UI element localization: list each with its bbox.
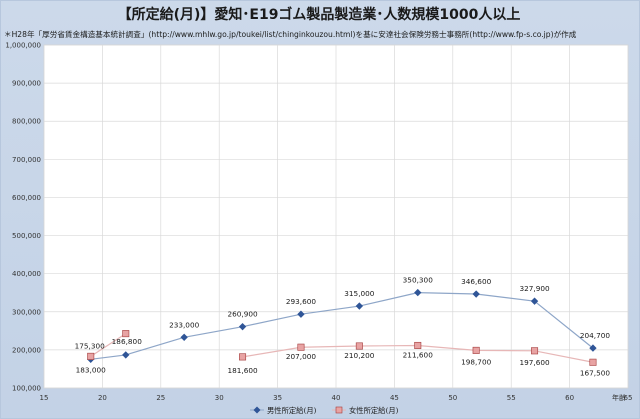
x-tick-label: 45	[390, 394, 399, 402]
y-tick-label: 900,000	[12, 80, 41, 88]
data-point-female	[355, 342, 363, 350]
y-tick-label: 600,000	[12, 194, 41, 202]
data-label-female: 183,000	[76, 365, 107, 374]
data-point-female	[472, 346, 480, 354]
x-tick-label: 35	[273, 394, 282, 402]
data-point-female	[239, 353, 247, 361]
data-label-female: 198,700	[461, 357, 492, 366]
chart-title: 【所定給(月)】愛知･E19ゴム製品製造業･人数規模1000人以上	[117, 7, 521, 23]
x-tick-label: 25	[156, 394, 165, 402]
data-label-male: 315,000	[344, 289, 375, 298]
legend: 男性所定給(月) 女性所定給(月)	[250, 406, 399, 415]
data-label-male: 186,800	[112, 337, 143, 346]
source-note: ＊H28年「厚労省賃金構造基本統計調査」(http://www.mhlw.go.…	[4, 30, 577, 39]
data-point-female	[531, 347, 539, 355]
y-axis-ticks: 100,000 200,000 300,000 400,000 500,000 600,0…	[5, 42, 41, 393]
x-tick-label: 20	[98, 394, 107, 402]
data-point-male	[589, 344, 597, 352]
data-label-male: 327,900	[519, 284, 550, 293]
data-point-male	[355, 302, 364, 310]
data-point-male	[297, 310, 305, 318]
y-tick-label: 500,000	[12, 232, 41, 240]
x-tick-label: 30	[215, 394, 224, 402]
legend-marker-female	[335, 406, 343, 414]
data-label-male: 346,600	[461, 277, 492, 286]
data-label-male: 350,300	[403, 276, 434, 285]
data-point-female	[589, 358, 597, 366]
data-label-female: 167,500	[580, 368, 611, 377]
data-point-male	[180, 333, 188, 341]
x-tick-label: 15	[40, 394, 49, 402]
data-point-female	[414, 341, 422, 349]
data-label-female: 197,600	[519, 358, 550, 367]
data-point-female	[87, 352, 95, 360]
data-point-male	[414, 288, 422, 297]
y-tick-label: 700,000	[12, 156, 41, 164]
data-label-female: 211,600	[403, 350, 434, 359]
series-line-female	[90, 333, 127, 357]
series-line-male	[90, 292, 594, 360]
y-tick-label: 1,000,000	[5, 42, 41, 50]
data-label-male: 293,600	[286, 297, 317, 306]
data-label-male: 175,300	[75, 341, 106, 350]
y-tick-label: 200,000	[12, 346, 41, 354]
data-point-male	[530, 297, 539, 305]
x-axis-ticks: 15 20 25 30 35 40 45 50 55 60 65	[40, 394, 633, 402]
data-point-male	[472, 290, 480, 298]
y-tick-label: 400,000	[12, 270, 41, 278]
data-point-male	[122, 351, 130, 359]
x-tick-label: 40	[332, 394, 341, 402]
series-points	[87, 288, 597, 366]
y-tick-label: 300,000	[12, 308, 41, 316]
x-axis-label: 年齢	[612, 393, 626, 402]
data-label-male: 233,000	[169, 320, 200, 329]
y-tick-label: 800,000	[12, 118, 41, 126]
data-label-male: 260,900	[227, 310, 258, 319]
x-tick-label: 65	[624, 394, 633, 402]
x-tick-label: 50	[448, 394, 457, 402]
data-label-female: 207,000	[286, 352, 317, 361]
data-label-female: 210,200	[344, 351, 375, 360]
data-label-female: 181,600	[227, 366, 258, 375]
data-labels: 175,300 186,800 233,000 260,900 293,600 315,0…	[75, 276, 611, 378]
legend-marker-male	[253, 406, 261, 414]
data-point-female	[297, 343, 305, 351]
x-tick-label: 60	[565, 394, 574, 402]
legend-label-female: 女性所定給(月)	[349, 406, 399, 415]
data-point-male	[238, 323, 247, 331]
data-label-male: 204,700	[580, 331, 611, 340]
y-tick-label: 100,000	[12, 385, 41, 393]
x-tick-label: 55	[507, 394, 516, 402]
data-point-female	[122, 330, 130, 338]
legend-label-male: 男性所定給(月)	[267, 406, 317, 415]
